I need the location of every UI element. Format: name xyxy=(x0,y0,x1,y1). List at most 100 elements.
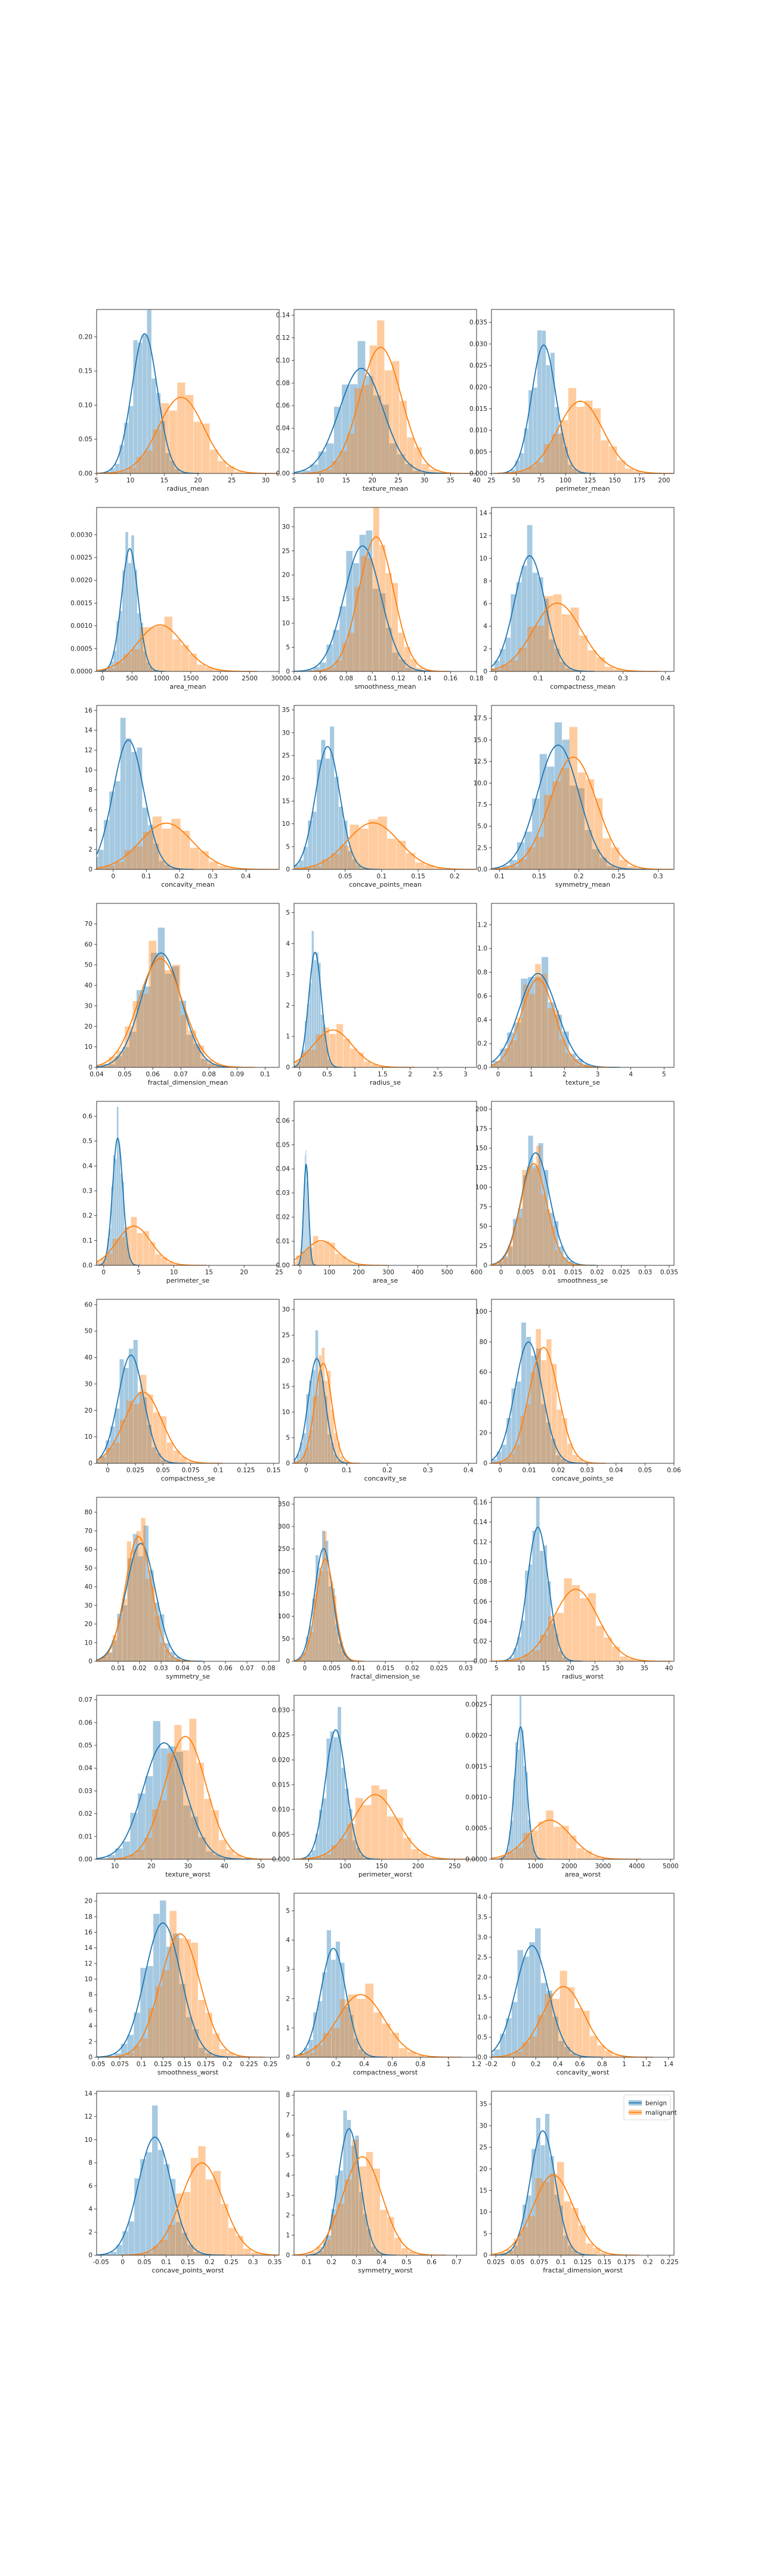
histogram-bar-malignant xyxy=(332,461,340,473)
histogram-bar-malignant xyxy=(347,1823,355,1859)
y-tick-label: 0 xyxy=(88,2054,92,2061)
y-tick-label: 6 xyxy=(483,600,487,608)
y-tick-label: 0.005 xyxy=(272,1831,290,1838)
y-tick-label: 0.000 xyxy=(469,470,487,478)
histogram-bar-malignant xyxy=(541,974,547,1067)
histogram-bar-malignant xyxy=(416,2055,425,2057)
histogram-bar-benign xyxy=(336,1460,340,1463)
y-tick-label: 7 xyxy=(286,2112,290,2119)
histogram-bar-benign xyxy=(492,1264,498,1265)
y-tick-label: 20 xyxy=(480,1430,487,1437)
histogram-bar-malignant xyxy=(321,859,331,869)
plot-content xyxy=(294,1330,360,1463)
histogram-bar-benign xyxy=(345,1658,348,1661)
histogram-bar-benign xyxy=(348,1659,351,1661)
histogram-bar-malignant xyxy=(511,1040,517,1067)
histogram-bar-malignant xyxy=(309,1429,313,1463)
histogram-bar-malignant xyxy=(171,819,181,869)
histogram-bar-benign xyxy=(142,335,147,473)
histogram-bar-benign xyxy=(309,1380,313,1463)
x-tick-label: 20 xyxy=(240,1269,248,1276)
x-tick-label: 10 xyxy=(316,477,324,484)
x-tick-label: 20 xyxy=(368,477,376,484)
kde-line-benign xyxy=(97,739,194,869)
histogram-bar-benign xyxy=(500,2033,506,2057)
kde-line-malignant xyxy=(97,958,255,1067)
axes-frame xyxy=(96,1893,280,2058)
histogram-bar-malignant xyxy=(519,470,527,473)
histogram-bar-malignant xyxy=(302,2254,310,2255)
histogram-bar-benign xyxy=(363,2053,367,2057)
histogram-bar-malignant xyxy=(512,1227,518,1265)
x-tick-label: 0.08 xyxy=(202,1071,216,1078)
y-tick-label: 60 xyxy=(85,1546,92,1553)
histogram-bar-benign xyxy=(138,342,143,473)
x-tick-label: 0.1 xyxy=(260,1071,270,1078)
histogram-bar-benign xyxy=(309,1626,313,1661)
histogram-bar-malignant xyxy=(126,1541,132,1661)
histogram-bar-malignant xyxy=(317,1579,320,1661)
histogram-bar-malignant xyxy=(499,2252,506,2255)
y-tick-label: 25 xyxy=(282,1332,290,1339)
y-tick-label: 4 xyxy=(286,1937,290,1944)
x-tick-label: 0.15 xyxy=(411,873,425,880)
histogram-bar-benign xyxy=(308,821,313,869)
kde-line-benign xyxy=(491,1945,602,2057)
histogram-bar-benign xyxy=(313,2012,318,2057)
x-tick-label: 50 xyxy=(305,1863,313,1870)
x-tick-label: 200 xyxy=(412,1863,424,1870)
histogram-bar-malignant xyxy=(596,657,605,671)
x-tick-label: 0.2 xyxy=(531,2061,541,2068)
histogram-bar-benign xyxy=(221,1857,229,1859)
kde-line-benign xyxy=(491,555,595,671)
y-tick-label: 2 xyxy=(286,2212,290,2219)
histogram-bar-malignant xyxy=(371,1785,379,1859)
histogram-bar-benign xyxy=(506,1417,512,1463)
histogram-bar-malignant xyxy=(555,1250,560,1265)
y-tick-label: 1.2 xyxy=(477,921,487,928)
y-tick-label: 12 xyxy=(480,532,487,540)
histogram-bar-benign xyxy=(170,460,175,473)
histogram-bar-benign xyxy=(153,843,159,869)
histogram-bar-malignant xyxy=(156,955,165,1067)
histogram-bar-benign xyxy=(179,1001,186,1067)
y-tick-label: 0.04 xyxy=(474,1618,488,1626)
histogram-bar-benign xyxy=(330,1442,334,1463)
x-tick-label: 50 xyxy=(257,1863,265,1870)
y-tick-label: 60 xyxy=(85,941,92,948)
histogram-bar-malignant xyxy=(131,1216,137,1265)
x-tick-label: 0.225 xyxy=(240,2061,258,2068)
histogram-bar-malignant xyxy=(351,2140,359,2255)
y-tick-label: 0.08 xyxy=(474,1578,487,1586)
x-tick-label: 0.1 xyxy=(377,873,387,880)
histogram-bar-benign xyxy=(354,2038,358,2057)
histogram-bar-malignant xyxy=(308,1049,316,1067)
histogram-bar-benign xyxy=(577,472,582,473)
histogram-bar-malignant xyxy=(126,1401,134,1463)
plot-content xyxy=(294,2110,447,2255)
histogram-bar-benign xyxy=(119,445,124,473)
histogram-bar-malignant xyxy=(301,1658,304,1661)
histogram-bar-benign xyxy=(143,986,151,1067)
histogram-bar-benign xyxy=(328,1586,332,1661)
plot-content xyxy=(97,1107,207,1265)
histogram-bar-malignant xyxy=(112,472,120,473)
y-tick-label: 16 xyxy=(85,1929,93,1936)
histogram-bar-benign xyxy=(540,2145,545,2255)
subplot-grid: 0.000.050.100.150.205 10 15 20 25 30radius_me… xyxy=(70,309,681,2274)
histogram-bar-benign xyxy=(333,407,342,473)
histogram-bar-malignant xyxy=(153,429,161,473)
histogram-bar-malignant xyxy=(167,1262,174,1265)
y-tick-label: 3 xyxy=(286,971,290,979)
histogram-bar-benign xyxy=(153,1914,160,2057)
histogram-bar-malignant xyxy=(602,838,611,869)
histogram-bar-malignant xyxy=(251,2252,259,2255)
histogram-bar-benign xyxy=(306,1394,309,1463)
y-tick-label: 0.06 xyxy=(276,1117,290,1125)
histogram-bar-benign xyxy=(156,1453,161,1463)
histogram-bar-benign xyxy=(517,1950,524,2057)
histogram-bar-benign xyxy=(140,1968,147,2057)
plot-area xyxy=(491,1497,674,1661)
histogram-bar-malignant xyxy=(134,2045,141,2057)
y-tick-label: 30 xyxy=(282,1306,290,1314)
